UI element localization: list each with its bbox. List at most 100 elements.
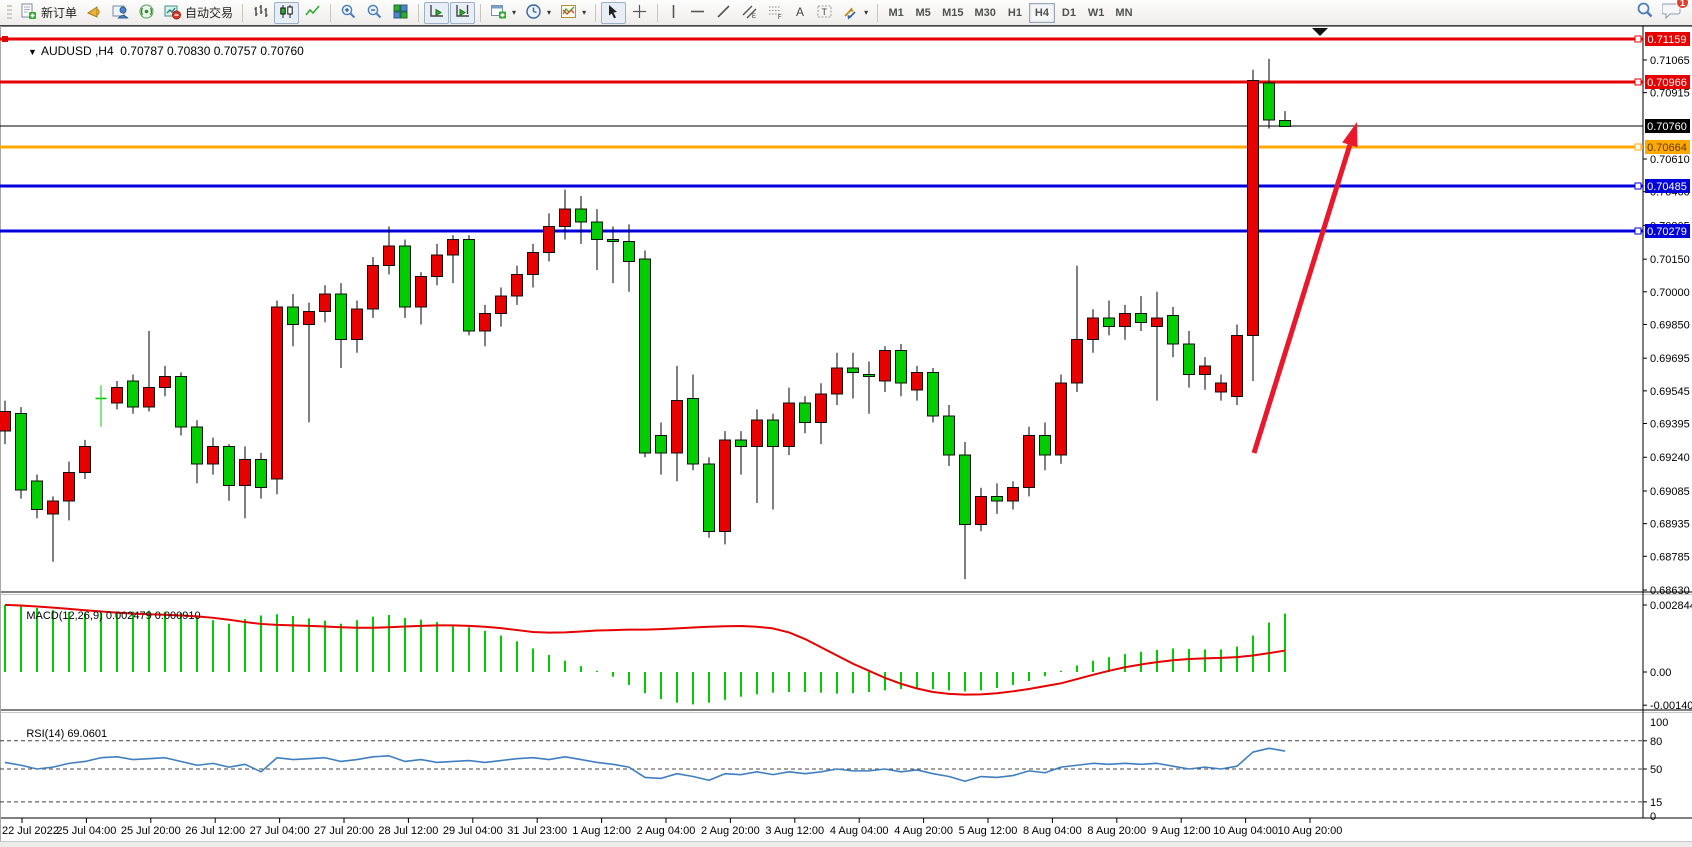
price-tick-label: 0.69240 [1650, 452, 1690, 464]
autotrading-icon [164, 3, 182, 23]
notifications-button[interactable]: 1 [1661, 0, 1689, 24]
text-tool[interactable]: A [789, 2, 811, 24]
candle-bullish [479, 313, 491, 332]
candle-bullish [1151, 317, 1163, 328]
timeframe-m1[interactable]: M1 [883, 3, 909, 23]
line-right-marker[interactable] [1634, 182, 1642, 190]
timeframe-m30[interactable]: M30 [970, 3, 1001, 23]
timeframe-mn[interactable]: MN [1110, 3, 1137, 23]
line-chart-button[interactable] [300, 2, 325, 24]
price-tick-label: 0.69850 [1650, 319, 1690, 331]
text-tool-icon: A [793, 3, 807, 23]
line-right-marker[interactable] [1634, 35, 1642, 43]
cursor-arrow-icon [605, 3, 622, 23]
price-scale[interactable]: 0.710650.709150.706100.704600.703050.701… [1643, 32, 1690, 597]
price-badge [1645, 119, 1690, 133]
fibonacci-tool[interactable]: F [763, 2, 788, 24]
new-chart-icon [490, 3, 507, 23]
chart-dropdown-caret-icon: ▼ [28, 47, 37, 57]
toolbar-separator [877, 3, 879, 22]
line-left-marker[interactable] [2, 36, 8, 42]
candle-bullish [319, 293, 331, 312]
svg-text:T: T [822, 7, 828, 17]
candle-bullish [815, 393, 827, 423]
new-order-label: 新订单 [41, 6, 78, 20]
auto-scroll-button[interactable] [424, 1, 450, 24]
trendline-tool[interactable] [711, 2, 736, 24]
timeframe-h4[interactable]: H4 [1028, 2, 1055, 23]
line-right-marker[interactable] [1634, 227, 1642, 235]
candle-bullish [1199, 365, 1211, 376]
horizontal-line-icon [689, 3, 706, 23]
candle-chart-button[interactable] [274, 1, 300, 24]
equidistant-channel-tool[interactable]: E [737, 2, 762, 24]
timeframe-w1[interactable]: W1 [1083, 3, 1110, 23]
cursor-button[interactable] [601, 1, 627, 24]
arrows-shapes-tool[interactable]: ▾ [838, 2, 872, 24]
price-badge-label: 0.71159 [1648, 34, 1687, 46]
macd-values: 0.002479 0.000910 [105, 610, 201, 622]
time-label: 28 Jul 12:00 [378, 825, 438, 837]
candle-bullish [351, 308, 363, 341]
svg-text:A: A [796, 5, 804, 19]
timeframe-h1[interactable]: H1 [1002, 3, 1028, 23]
navigator-icon [112, 3, 129, 23]
rsi-axis-label: 100 [1650, 717, 1668, 729]
bar-chart-button[interactable] [248, 2, 273, 24]
time-label: 2 Aug 20:00 [701, 825, 760, 837]
candle-bullish [63, 471, 75, 502]
time-label: 4 Aug 20:00 [894, 825, 953, 837]
candle-bearish [927, 371, 939, 417]
price-badge-label: 0.70966 [1647, 77, 1687, 89]
zoom-out-button[interactable] [362, 2, 387, 24]
rsi-axis-label: 0 [1650, 811, 1656, 823]
market-watch-button[interactable] [82, 2, 107, 24]
candle-bullish [79, 445, 91, 473]
candle-bullish [1087, 317, 1099, 341]
chart-shift-button[interactable] [450, 1, 476, 24]
time-label: 25 Jul 20:00 [121, 825, 181, 837]
line-right-marker[interactable] [1634, 78, 1642, 86]
navigator-button[interactable] [108, 2, 133, 24]
timeframe-d1[interactable]: D1 [1056, 3, 1082, 23]
candle-bearish [895, 350, 907, 384]
rsi-level-label: 50 [1650, 764, 1662, 776]
search-icon[interactable] [1636, 1, 1654, 24]
crosshair-button[interactable] [627, 2, 652, 24]
toolbar-separator [418, 3, 420, 22]
candle-bullish [671, 400, 683, 454]
horizontal-line-objects [0, 35, 1643, 235]
crosshair-icon [631, 3, 648, 23]
toolbar-grip[interactable] [7, 4, 12, 21]
top-marker-icon[interactable] [1312, 28, 1328, 36]
vertical-line-tool[interactable] [663, 2, 684, 24]
tile-windows-button[interactable] [388, 2, 413, 24]
timeframe-m15[interactable]: M15 [937, 3, 968, 23]
time-label: 3 Aug 12:00 [765, 825, 824, 837]
price-badge-label: 0.70664 [1647, 142, 1687, 154]
horizontal-line-tool[interactable] [685, 2, 710, 24]
indicators-button[interactable]: ▾ [556, 2, 590, 24]
profiles-button[interactable]: ▾ [521, 2, 555, 24]
candle-bullish [1071, 339, 1083, 384]
zoom-in-button[interactable] [336, 2, 361, 24]
terminal-button[interactable] [134, 2, 159, 24]
text-label-tool[interactable]: T [812, 2, 837, 24]
arrow-shaft[interactable] [1251, 144, 1353, 454]
new-order-button[interactable]: 新订单 [16, 2, 81, 24]
candle-bullish [543, 225, 555, 254]
trend-arrow-object[interactable] [1251, 122, 1358, 454]
candle-bullish [367, 265, 379, 310]
candle-bullish [47, 500, 59, 515]
new-chart-button[interactable]: ▾ [486, 2, 520, 24]
macd-indicator-label: MACD(12,26,9) 0.002479 0.000910 [26, 610, 201, 622]
candle-bearish [1279, 119, 1291, 127]
line-right-marker[interactable] [1634, 143, 1642, 151]
timeframe-m5[interactable]: M5 [910, 3, 936, 23]
time-label: 9 Aug 12:00 [1152, 825, 1211, 837]
candle-bearish [255, 458, 267, 489]
autotrading-button[interactable]: 自动交易 [160, 2, 237, 24]
